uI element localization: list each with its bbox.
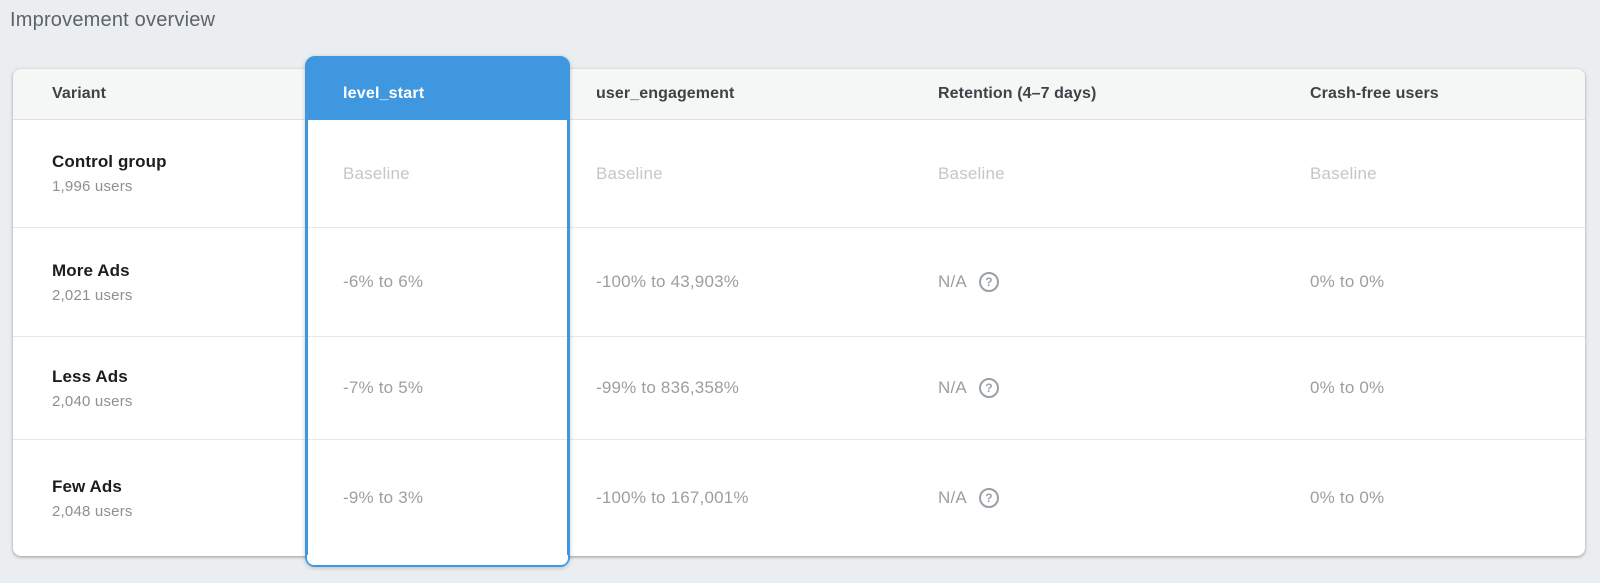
variant-user-count: 2,048 users	[52, 502, 133, 520]
help-icon[interactable]: ?	[978, 272, 999, 292]
table-row-less-ads: Less Ads 2,040 users -7% to 5% -99% to 8…	[13, 337, 1585, 440]
help-icon[interactable]: ?	[978, 378, 999, 398]
user-engagement-value: -100% to 43,903%	[596, 272, 740, 291]
level-start-value: -9% to 3%	[343, 488, 424, 507]
retention-value: N/A ?	[912, 337, 1284, 439]
retention-value: N/A ?	[912, 440, 1284, 556]
crash-free-value: Baseline	[1310, 163, 1377, 183]
table-row-control-group: Control group 1,996 users Baseline Basel…	[13, 120, 1585, 228]
user-engagement-value: -99% to 836,358%	[596, 378, 740, 397]
selected-column-bottom-cap	[307, 555, 568, 565]
column-tab-level-start[interactable]: level_start	[307, 58, 568, 120]
variant-name: Control group	[52, 152, 167, 171]
improvement-overview-table: Variant user_engagement Retention (4–7 d…	[13, 56, 1585, 567]
variant-user-count: 2,021 users	[52, 286, 133, 304]
variant-user-count: 1,996 users	[52, 178, 133, 195]
page-title: Improvement overview	[10, 9, 216, 31]
level-start-value: Baseline	[343, 163, 410, 183]
variant-cell: Few Ads 2,048 users	[13, 440, 305, 556]
variant-cell: More Ads 2,021 users	[13, 228, 305, 336]
level-start-value: -6% to 6%	[343, 272, 424, 291]
user-engagement-value: -100% to 167,001%	[596, 488, 749, 507]
retention-text: N/A	[938, 272, 967, 291]
variant-name: Few Ads	[52, 476, 122, 496]
table-row-more-ads: More Ads 2,021 users -6% to 6% -100% to …	[13, 228, 1585, 337]
level-start-value: -7% to 5%	[343, 378, 424, 397]
retention-value: N/A ?	[912, 228, 1284, 336]
selected-column-highlight: level_start	[305, 56, 570, 567]
table-header-row: Variant user_engagement Retention (4–7 d…	[13, 69, 1585, 120]
variant-cell: Less Ads 2,040 users	[13, 337, 305, 439]
crash-free-value: 0% to 0%	[1310, 488, 1385, 507]
column-header-retention[interactable]: Retention (4–7 days)	[938, 85, 1097, 102]
column-header-user-engagement[interactable]: user_engagement	[596, 85, 735, 102]
user-engagement-value: Baseline	[596, 163, 663, 183]
retention-text: N/A	[938, 378, 967, 397]
crash-free-value: 0% to 0%	[1310, 378, 1385, 397]
column-header-crash-free[interactable]: Crash-free users	[1310, 85, 1439, 102]
retention-value: Baseline	[938, 163, 1005, 183]
variant-name: Less Ads	[52, 366, 128, 386]
variant-cell: Control group 1,996 users	[13, 120, 305, 227]
column-header-variant: Variant	[52, 85, 107, 102]
retention-text: N/A	[938, 488, 967, 507]
variant-user-count: 2,040 users	[52, 392, 133, 410]
variant-name: More Ads	[52, 260, 130, 280]
table-row-few-ads: Few Ads 2,048 users -9% to 3% -100% to 1…	[13, 440, 1585, 556]
help-icon[interactable]: ?	[978, 488, 999, 508]
crash-free-value: 0% to 0%	[1310, 272, 1385, 291]
